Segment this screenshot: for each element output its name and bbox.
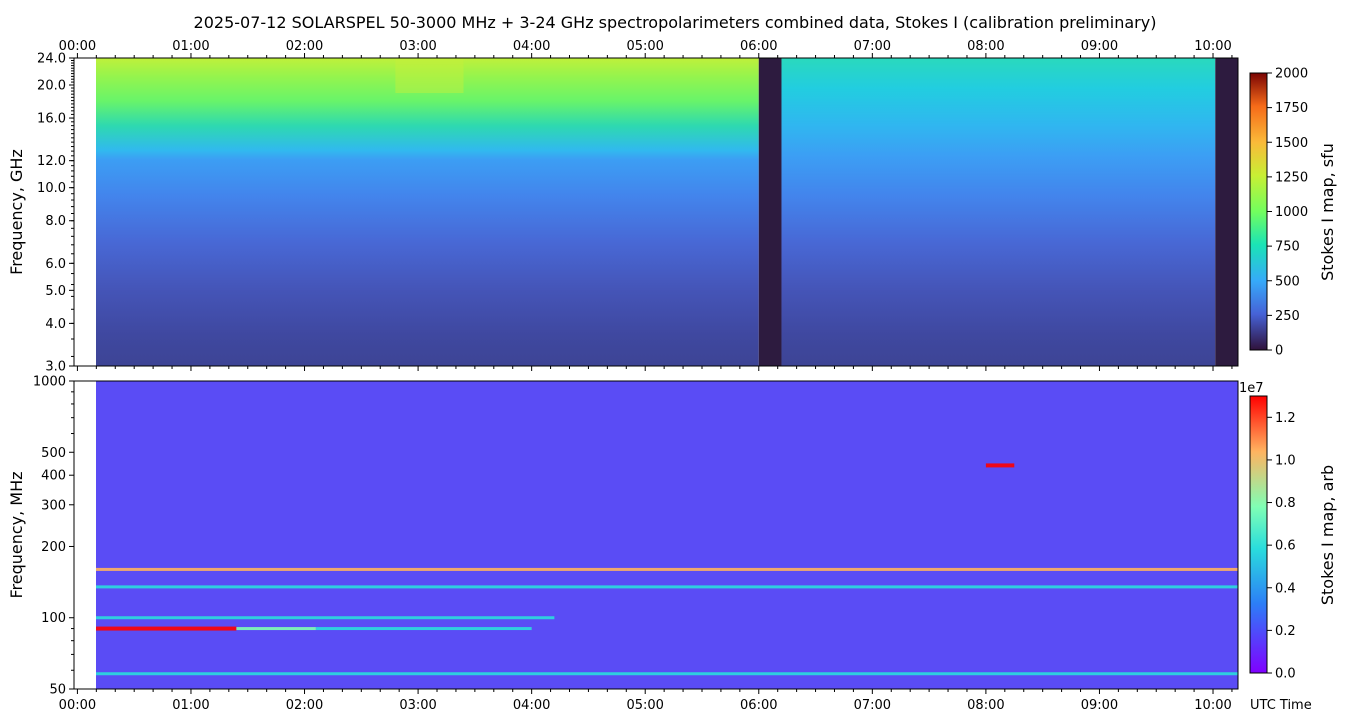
upper-top-time-tick-label-0: 00:00: [59, 39, 96, 54]
lower-time-tick-label-10: 10:00: [1194, 698, 1231, 713]
upper-top-time-tick-label-10: 10:00: [1194, 39, 1231, 54]
upper-colorbar-tick-label-2: 500: [1275, 274, 1300, 289]
lower-colorbar-tick-label-0: 0.0: [1275, 667, 1296, 682]
upper-top-time-tick-label-5: 05:00: [626, 39, 663, 54]
lower-time-tick-label-2: 02:00: [286, 698, 323, 713]
upper-spectrum-late: [781, 58, 1216, 366]
lower-panel-frame: [73, 380, 1239, 690]
upper-freq-tick-label-3: 6.0: [45, 257, 66, 272]
lower-y-label: Frequency, MHz: [7, 471, 26, 598]
upper-freq-tick-label-0: 3.0: [45, 360, 66, 375]
upper-colorbar-tick-label-6: 1500: [1275, 136, 1308, 151]
lower-time-tick-label-8: 08:00: [967, 698, 1004, 713]
lower-freq-tick-label-0: 50: [49, 683, 66, 698]
lower-emission-band-1: [236, 627, 316, 631]
lower-time-tick-label-4: 04:00: [513, 698, 550, 713]
lower-emission-band-6: [96, 585, 1238, 589]
upper-heatmap: [96, 58, 1238, 366]
upper-colorbar-tick-label-1: 250: [1275, 309, 1300, 324]
upper-bottom-time-axis: [76, 366, 1233, 371]
upper-bright-patch: [395, 58, 464, 93]
upper-colorbar-tick-label-7: 1750: [1275, 101, 1308, 116]
lower-colorbar-tick-label-5: 1.0: [1275, 453, 1296, 468]
lower-colorbar-label: Stokes I map, arb: [1318, 465, 1337, 605]
lower-colorbar-tick-label-6: 1.2: [1275, 411, 1296, 426]
lower-time-tick-label-6: 06:00: [740, 698, 777, 713]
lower-time-tick-label-3: 03:00: [399, 698, 436, 713]
lower-emission-band-2: [315, 627, 532, 631]
x-axis-label: UTC Time: [1250, 698, 1312, 713]
lower-freq-tick-label-3: 300: [41, 498, 66, 513]
upper-colorbar-label: Stokes I map, sfu: [1318, 143, 1337, 281]
upper-panel-frame: [73, 57, 1239, 367]
upper-top-time-tick-label-7: 07:00: [854, 39, 891, 54]
upper-top-time-tick-label-9: 09:00: [1081, 39, 1118, 54]
lower-emission-band-0: [96, 626, 237, 631]
upper-colorbar-tick-label-3: 750: [1275, 240, 1300, 255]
upper-colorbar-tick-label-8: 2000: [1275, 67, 1308, 82]
upper-colorbar-tick-label-5: 1250: [1275, 170, 1308, 185]
lower-freq-tick-label-4: 400: [41, 469, 66, 484]
upper-top-time-tick-label-1: 01:00: [172, 39, 209, 54]
upper-top-time-tick-label-6: 06:00: [740, 39, 777, 54]
upper-top-time-tick-label-4: 04:00: [513, 39, 550, 54]
lower-emission-band-5: [96, 567, 1238, 571]
upper-freq-tick-label-9: 24.0: [37, 52, 66, 67]
lower-time-tick-label-9: 09:00: [1081, 698, 1118, 713]
lower-emission-band-7: [985, 463, 1015, 468]
lower-colorbar-tick-label-3: 0.6: [1275, 539, 1296, 554]
upper-colorbar: 0 250 500 750 1000 1250 1500 1750 2000: [1249, 67, 1308, 359]
lower-freq-tick-label-2: 200: [41, 540, 66, 555]
lower-time-tick-label-7: 07:00: [854, 698, 891, 713]
lower-heatmap: [96, 381, 1238, 689]
lower-colorbar-tick-label-2: 0.4: [1275, 581, 1296, 596]
lower-emission-band-3: [96, 616, 555, 620]
lower-freq-tick-label-5: 500: [41, 446, 66, 461]
lower-freq-tick-label-1: 100: [41, 611, 66, 626]
upper-freq-tick-label-6: 12.0: [37, 154, 66, 169]
upper-frequency-axis: 3.0 4.0 5.0 6.0 8.0 10.0 12.0 16.0 20.0 24.0: [37, 52, 74, 375]
upper-freq-tick-label-4: 8.0: [45, 214, 66, 229]
lower-colorbar: 0.0 0.2 0.4 0.6 0.8 1.0 1.2: [1249, 395, 1296, 682]
lower-time-tick-label-1: 01:00: [172, 698, 209, 713]
lower-emission-band-4: [96, 672, 1238, 676]
lower-time-tick-label-0: 00:00: [59, 698, 96, 713]
lower-frequency-axis: 50 100 200 300 400 500 1000: [33, 375, 74, 698]
upper-freq-tick-label-2: 5.0: [45, 284, 66, 299]
lower-time-tick-label-5: 05:00: [626, 698, 663, 713]
lower-colorbar-tick-label-1: 0.2: [1275, 624, 1296, 639]
upper-top-time-tick-label-2: 02:00: [286, 39, 323, 54]
upper-top-time-tick-label-3: 03:00: [399, 39, 436, 54]
upper-y-label: Frequency, GHz: [7, 149, 26, 275]
upper-freq-tick-label-5: 10.0: [37, 181, 66, 196]
lower-colorbar-tick-label-4: 0.8: [1275, 496, 1296, 511]
lower-colorbar-multiplier: 1e7: [1239, 381, 1264, 396]
lower-time-axis: 00:00 01:00 02:00 03:00 04:00 05:00 06:00 07:00…: [59, 689, 1233, 713]
lower-panel: 00:00 01:00 02:00 03:00 04:00 05:00 06:00 07:00…: [7, 375, 1337, 714]
figure-title: 2025-07-12 SOLARSPEL 50-3000 MHz + 3-24 …: [194, 13, 1157, 32]
upper-freq-tick-label-7: 16.0: [37, 112, 66, 127]
lower-colorbar-scale: [1249, 395, 1268, 674]
lower-background: [96, 381, 1238, 689]
upper-colorbar-scale: [1249, 72, 1268, 351]
upper-data-gap-0: [758, 58, 782, 366]
upper-top-time-axis: 00:00 01:00 02:00 03:00 04:00 05:00 06:00 07:00…: [59, 39, 1233, 58]
upper-data-gap-1: [1215, 58, 1238, 366]
upper-freq-tick-label-8: 20.0: [37, 79, 66, 94]
upper-panel: 00:00 01:00 02:00 03:00 04:00 05:00 06:00 07:00…: [7, 39, 1337, 375]
upper-spectrum-early: [96, 58, 759, 366]
upper-freq-tick-label-1: 4.0: [45, 317, 66, 332]
upper-top-time-tick-label-8: 08:00: [967, 39, 1004, 54]
lower-freq-tick-label-6: 1000: [33, 375, 66, 390]
upper-colorbar-tick-label-4: 1000: [1275, 205, 1308, 220]
upper-colorbar-tick-label-0: 0: [1275, 344, 1283, 359]
